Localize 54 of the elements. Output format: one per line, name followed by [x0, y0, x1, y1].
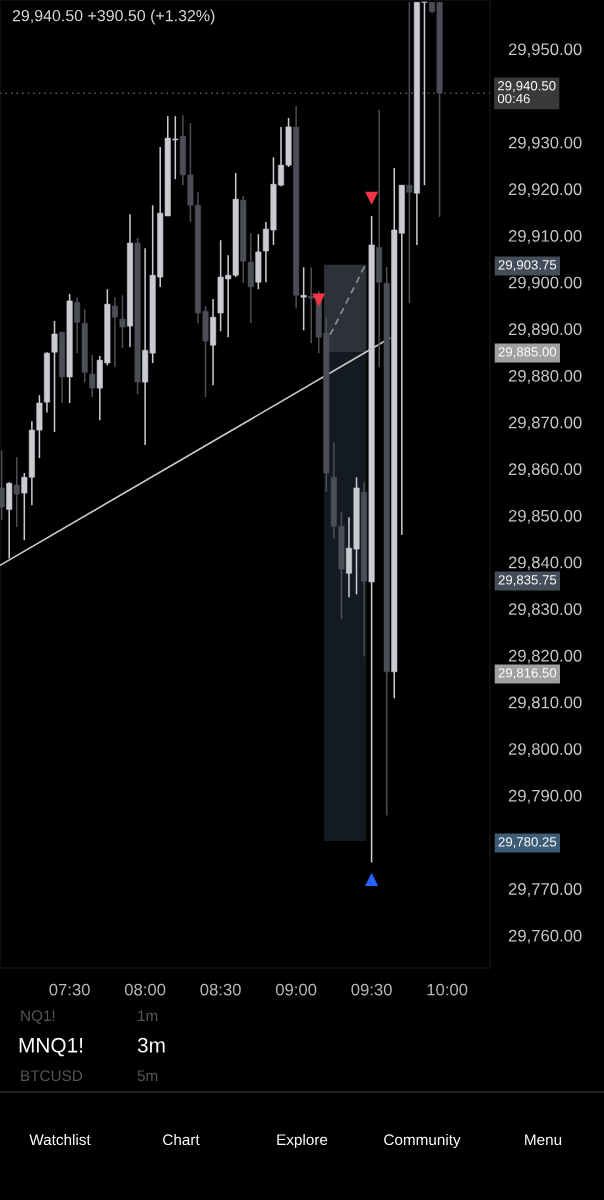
text: NQ1! — [21, 1010, 55, 1024]
candlestick — [119, 294, 126, 349]
x-tick-label: 08:30 — [200, 983, 241, 996]
point — [365, 191, 379, 205]
point — [312, 293, 326, 307]
text: BTCUSD — [21, 1070, 83, 1082]
text: 1m — [138, 1010, 158, 1021]
text: 5m — [137, 1070, 158, 1082]
y-tick-label: 29,830.00 — [508, 603, 582, 617]
y-tick-label: 29,760.00 — [508, 929, 582, 944]
text: 29,885.00 — [498, 347, 557, 359]
candlestick — [308, 266, 315, 345]
x-tick-label: 09:00 — [275, 983, 317, 996]
x-tick-label: 08:00 — [124, 983, 166, 996]
point — [365, 872, 379, 886]
y-tick-label: 29,860.00 — [508, 463, 582, 478]
text: Chart — [163, 1133, 200, 1146]
y-tick-label: 29,900.00 — [508, 276, 582, 291]
text: Community — [384, 1133, 461, 1149]
text: 29,816.50 — [498, 668, 557, 680]
text: 29,940.50 +390.50 (+1.32%) — [12, 9, 215, 25]
y-tick-label: 29,770.00 — [508, 883, 582, 897]
text: Menu — [525, 1134, 562, 1146]
candlestick — [300, 266, 307, 332]
y-tick-label: 29,810.00 — [508, 696, 582, 711]
y-tick-label: 29,950.00 — [508, 43, 582, 58]
y-tick-label: 29,840.00 — [508, 556, 582, 571]
y-tick-label: 29,920.00 — [508, 183, 582, 198]
y-tick-label: 29,870.00 — [508, 416, 582, 431]
y-tick-label: 29,910.00 — [508, 229, 582, 244]
text: MNQ1! — [19, 1037, 83, 1057]
y-tick-label: 29,890.00 — [508, 323, 582, 338]
text: 29,903.75 — [498, 260, 557, 272]
candlestick — [74, 296, 81, 354]
text: Explore — [277, 1133, 328, 1149]
y-tick-label: 29,880.00 — [508, 369, 582, 384]
candlestick — [13, 456, 20, 528]
y-tick-label: 29,930.00 — [508, 136, 582, 151]
x-tick-label: 10:00 — [427, 983, 468, 996]
candlestick — [89, 354, 96, 398]
y-tick-label: 29,800.00 — [508, 743, 582, 757]
text: 3m — [137, 1037, 165, 1053]
x-tick-label: 07:30 — [49, 983, 90, 996]
text: Watchlist — [29, 1133, 91, 1146]
y-tick-label: 29,790.00 — [508, 789, 582, 804]
y-tick-label: 29,820.00 — [508, 649, 582, 664]
ref-line-label: 29,940.50 00:46 — [497, 81, 556, 104]
text: 29,835.75 — [498, 575, 557, 587]
text: 29,780.25 — [498, 837, 557, 849]
candlestick — [0, 449, 5, 521]
y-tick-label: 29,850.00 — [508, 509, 582, 524]
candlestick — [406, 1, 413, 304]
x-tick-label: 09:30 — [351, 983, 392, 996]
candlestick — [111, 296, 118, 368]
